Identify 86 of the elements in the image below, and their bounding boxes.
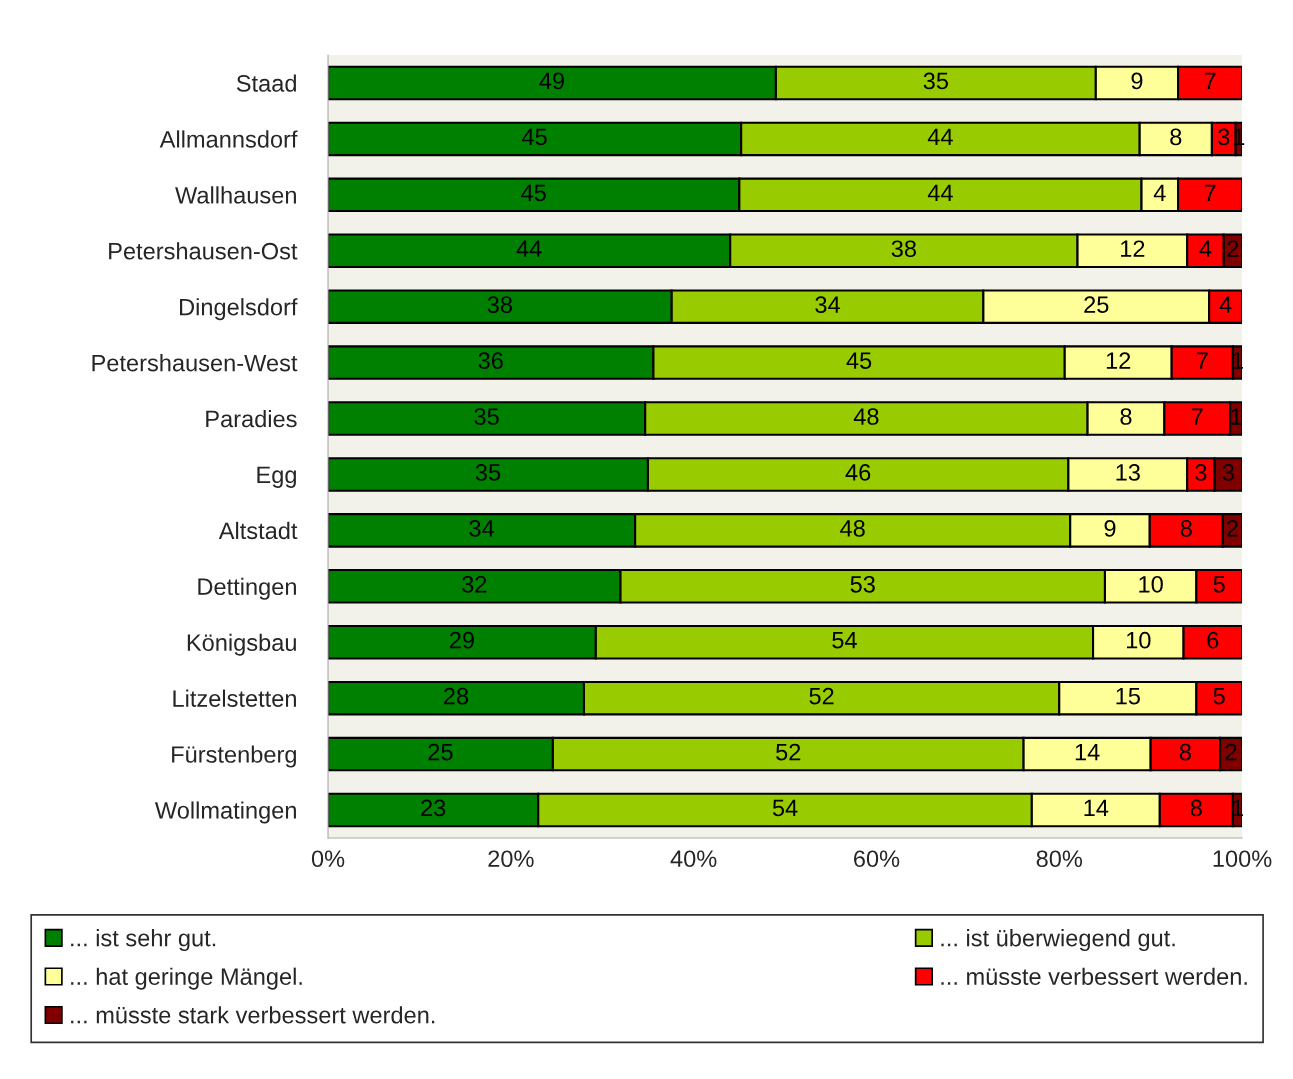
data-label: 1: [1231, 408, 1242, 425]
y-tick-label: Egg: [257, 466, 296, 488]
data-label: 9: [1104, 519, 1116, 537]
data-label: 38: [891, 240, 916, 258]
data-label: 36: [478, 352, 503, 369]
data-label: 38: [487, 296, 512, 314]
data-label: 9: [1131, 72, 1143, 90]
y-tick-label: Königsbau: [187, 633, 296, 656]
data-label: 10: [1139, 575, 1163, 593]
data-label: 35: [474, 408, 499, 425]
legend-label: ... hat geringe Mängel.: [71, 967, 302, 990]
y-tick-label: Paradies: [206, 409, 297, 428]
data-label: 53: [850, 575, 875, 593]
data-label: 13: [1116, 464, 1140, 481]
y-tick-label: Allmannsdorf: [159, 130, 298, 148]
data-label: 29: [450, 631, 474, 649]
y-tick-label: Petershausen-Ost: [109, 242, 298, 260]
data-label: 4: [1153, 184, 1166, 201]
data-label: 44: [927, 184, 953, 201]
data-label: 12: [1106, 352, 1131, 369]
data-label: 46: [845, 464, 871, 481]
legend-label: ... müsste stark verbessert werden.: [71, 1006, 435, 1024]
data-label: 12: [1121, 240, 1145, 257]
x-tick-label: 80%: [1036, 850, 1083, 868]
data-label: 10: [1126, 631, 1151, 649]
data-label: 3: [1195, 464, 1207, 481]
data-label: 14: [1075, 743, 1100, 761]
legend-label: ... müsste verbessert werden.: [941, 967, 1247, 985]
data-label: 3: [1218, 128, 1230, 146]
data-label: 7: [1191, 408, 1203, 425]
x-tick-label: 20%: [488, 850, 534, 868]
data-label: 44: [927, 128, 953, 146]
data-label: 5: [1213, 688, 1225, 705]
data-label: 6: [1207, 631, 1219, 649]
y-tick-label: Dingelsdorf: [179, 298, 298, 321]
data-label: 2: [1227, 240, 1239, 257]
data-label: 23: [421, 799, 446, 817]
data-label: 7: [1204, 184, 1216, 201]
y-tick-label: Fürstenberg: [172, 745, 296, 768]
data-label: 48: [840, 519, 865, 537]
data-label: 35: [923, 72, 948, 90]
data-label: 48: [853, 408, 879, 425]
data-label: 14: [1084, 799, 1109, 817]
data-label: 5: [1213, 576, 1225, 593]
data-label: 52: [776, 743, 801, 761]
data-label: 25: [428, 743, 453, 761]
data-label: 45: [846, 352, 872, 369]
data-label: 4: [1199, 240, 1212, 257]
data-label: 25: [1084, 296, 1109, 314]
data-label: 45: [522, 128, 547, 146]
data-label: 35: [475, 464, 501, 481]
x-tick-label: 100%: [1213, 850, 1272, 868]
data-label: 34: [469, 519, 495, 537]
data-label: 3: [1222, 464, 1234, 481]
data-label: 8: [1170, 128, 1182, 146]
x-tick-label: 0%: [311, 850, 345, 868]
y-tick-label: Dettingen: [198, 577, 296, 600]
data-label: 7: [1196, 352, 1208, 369]
data-label: 45: [521, 184, 546, 202]
x-tick-label: 40%: [670, 850, 717, 868]
data-label: 49: [539, 72, 564, 90]
data-label: 8: [1120, 408, 1132, 425]
y-tick-label: Altstadt: [218, 521, 298, 540]
data-label: 54: [832, 632, 857, 649]
y-tick-label: Wallhausen: [175, 186, 296, 204]
data-label: 32: [462, 575, 487, 593]
data-label: 4: [1219, 296, 1232, 313]
legend-label: ... ist sehr gut.: [71, 929, 216, 952]
data-label: 28: [444, 687, 469, 705]
data-label: 52: [809, 687, 834, 705]
data-label: 7: [1204, 72, 1216, 90]
y-tick-label: Petershausen-West: [92, 354, 298, 372]
legend-label: ... ist überwiegend gut.: [941, 929, 1175, 952]
data-label: 2: [1227, 519, 1238, 537]
data-label: 8: [1190, 799, 1202, 817]
data-label: 8: [1180, 519, 1192, 537]
data-label: 44: [516, 240, 542, 257]
y-tick-label: Wollmatingen: [154, 801, 296, 824]
y-tick-label: Litzelstetten: [173, 689, 296, 707]
data-label: 8: [1179, 743, 1191, 761]
data-label: 2: [1225, 743, 1237, 761]
data-label: 34: [815, 296, 840, 314]
data-label: 15: [1116, 688, 1140, 705]
y-tick-label: Staad: [236, 74, 296, 92]
data-label: 54: [772, 799, 798, 817]
x-tick-label: 60%: [854, 850, 900, 868]
